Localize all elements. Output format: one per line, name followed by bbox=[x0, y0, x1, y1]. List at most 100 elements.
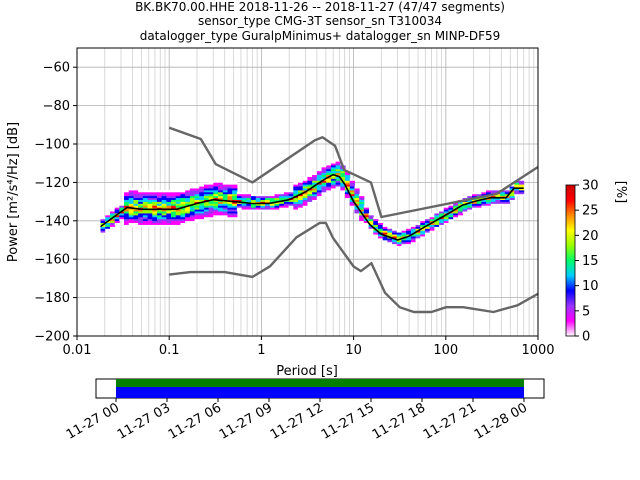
y-tick-label: −60 bbox=[43, 61, 70, 76]
heatmap-cell bbox=[189, 205, 196, 208]
heatmap-cell bbox=[218, 211, 224, 214]
heatmap-cell bbox=[133, 203, 139, 206]
heatmap-cell bbox=[392, 241, 398, 245]
heatmap-cell bbox=[490, 195, 497, 199]
heatmap-cell bbox=[514, 188, 520, 191]
heatmap-cell bbox=[152, 190, 158, 193]
heatmap-cell bbox=[161, 213, 167, 216]
heatmap-cell bbox=[222, 190, 228, 193]
heatmap-cell bbox=[171, 203, 177, 206]
heatmap-cell bbox=[124, 220, 130, 224]
heatmap-cell bbox=[363, 213, 370, 216]
heatmap-cell bbox=[128, 213, 134, 216]
heatmap-cell bbox=[185, 203, 191, 206]
heatmap-cell bbox=[330, 161, 337, 164]
heatmap-cell bbox=[124, 190, 130, 193]
heatmap-cell bbox=[251, 195, 257, 199]
heatmap-cell bbox=[490, 192, 497, 195]
heatmap-cell bbox=[429, 215, 435, 218]
heatmap-cell bbox=[232, 197, 238, 200]
heatmap-cell bbox=[260, 195, 266, 199]
heatmap-cell bbox=[307, 190, 313, 193]
heatmap-cell bbox=[406, 232, 412, 235]
heatmap-cell bbox=[194, 207, 200, 210]
heatmap-cell bbox=[312, 176, 318, 179]
heatmap-cell bbox=[293, 209, 299, 212]
heatmap-cell bbox=[213, 186, 219, 189]
heatmap-cell bbox=[199, 216, 205, 220]
heatmap-cell bbox=[208, 195, 214, 199]
heatmap-cell bbox=[321, 190, 327, 193]
heatmap-cell bbox=[434, 224, 440, 227]
heatmap-cell bbox=[462, 195, 468, 199]
heatmap-cell bbox=[152, 218, 158, 222]
heatmap-cell bbox=[133, 218, 139, 222]
heatmap-cell bbox=[420, 224, 426, 227]
heatmap-cell bbox=[269, 205, 276, 208]
heatmap-cell bbox=[180, 209, 186, 212]
heatmap-cell bbox=[392, 230, 398, 233]
heatmap-cell bbox=[124, 192, 130, 195]
heatmap-cell bbox=[410, 241, 417, 245]
heatmap-cell bbox=[415, 222, 421, 225]
heatmap-cell bbox=[185, 186, 191, 189]
heatmap-cell bbox=[241, 199, 247, 202]
heatmap-cell bbox=[410, 234, 417, 237]
heatmap-cell bbox=[326, 180, 332, 183]
heatmap-cell bbox=[236, 203, 243, 206]
heatmap-cell bbox=[152, 195, 158, 199]
heatmap-cell bbox=[213, 213, 219, 216]
heatmap-cell bbox=[194, 197, 200, 200]
heatmap-cell bbox=[368, 228, 374, 231]
heatmap-cell bbox=[377, 228, 384, 231]
heatmap-cell bbox=[166, 195, 172, 199]
heatmap-cell bbox=[161, 193, 167, 197]
heatmap-cell bbox=[302, 201, 308, 204]
heatmap-cell bbox=[194, 190, 200, 193]
heatmap-cell bbox=[213, 184, 219, 187]
heatmap-cell bbox=[363, 222, 370, 225]
heatmap-cell bbox=[180, 207, 186, 210]
heatmap-cell bbox=[180, 222, 186, 225]
heatmap-cell bbox=[203, 218, 210, 222]
heatmap-cell bbox=[312, 188, 318, 191]
heatmap-cell bbox=[326, 165, 332, 168]
heatmap-cell bbox=[119, 216, 125, 220]
heatmap-cell bbox=[166, 193, 172, 197]
heatmap-cell bbox=[293, 203, 299, 206]
heatmap-cell bbox=[288, 192, 294, 195]
heatmap-cell bbox=[321, 180, 327, 183]
heatmap-cell bbox=[457, 211, 464, 214]
heatmap-cell bbox=[100, 218, 106, 222]
heatmap-cell bbox=[227, 213, 233, 216]
y-tick-label: −140 bbox=[34, 214, 70, 229]
heatmap-cell bbox=[147, 224, 153, 227]
heatmap-cell bbox=[326, 178, 332, 181]
heatmap-cell bbox=[330, 182, 337, 185]
heatmap-cell bbox=[316, 176, 323, 179]
heatmap-cell bbox=[222, 188, 228, 191]
heatmap-cell bbox=[255, 197, 261, 200]
heatmap-cell bbox=[462, 207, 468, 210]
timeline-tick-label: 11-27 09 bbox=[217, 400, 275, 442]
heatmap-cell bbox=[330, 176, 337, 179]
heatmap-cell bbox=[203, 193, 210, 197]
heatmap-cell bbox=[203, 203, 210, 206]
heatmap-cell bbox=[448, 209, 454, 212]
heatmap-cell bbox=[312, 180, 318, 183]
heatmap-cell bbox=[330, 180, 337, 183]
heatmap-cell bbox=[368, 220, 374, 224]
heatmap-cell bbox=[166, 203, 172, 206]
heatmap-cell bbox=[133, 222, 139, 225]
heatmap-cell bbox=[377, 226, 384, 229]
heatmap-cell bbox=[316, 195, 323, 199]
heatmap-cell bbox=[387, 243, 393, 247]
y-tick-label: −80 bbox=[43, 99, 70, 114]
heatmap-cell bbox=[312, 195, 318, 199]
heatmap-cell bbox=[156, 195, 163, 199]
heatmap-cell bbox=[185, 193, 191, 197]
heatmap-cell bbox=[199, 188, 205, 191]
heatmap-cell bbox=[490, 203, 497, 206]
heatmap-cell bbox=[293, 180, 299, 183]
